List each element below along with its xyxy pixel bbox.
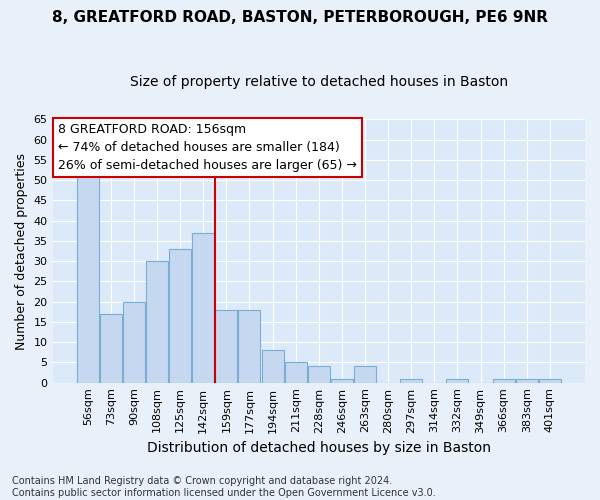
Bar (123, 302, 145, 382)
Bar (100, 314, 122, 382)
Bar (331, 378, 353, 382)
Bar (516, 378, 538, 382)
Y-axis label: Number of detached properties: Number of detached properties (15, 152, 28, 350)
Bar (77, 176, 98, 382)
Bar (308, 366, 330, 382)
Bar (146, 261, 168, 382)
Bar (354, 366, 376, 382)
Bar (238, 310, 260, 382)
Text: Contains HM Land Registry data © Crown copyright and database right 2024.
Contai: Contains HM Land Registry data © Crown c… (12, 476, 436, 498)
Bar (169, 249, 191, 382)
Bar (539, 378, 561, 382)
Bar (400, 378, 422, 382)
Bar (284, 362, 307, 382)
Title: Size of property relative to detached houses in Baston: Size of property relative to detached ho… (130, 75, 508, 89)
Text: 8, GREATFORD ROAD, BASTON, PETERBOROUGH, PE6 9NR: 8, GREATFORD ROAD, BASTON, PETERBOROUGH,… (52, 10, 548, 25)
Bar (215, 310, 238, 382)
Bar (493, 378, 515, 382)
Bar (446, 378, 469, 382)
Text: 8 GREATFORD ROAD: 156sqm
← 74% of detached houses are smaller (184)
26% of semi-: 8 GREATFORD ROAD: 156sqm ← 74% of detach… (58, 124, 357, 172)
Bar (262, 350, 284, 382)
Bar (192, 233, 214, 382)
X-axis label: Distribution of detached houses by size in Baston: Distribution of detached houses by size … (147, 441, 491, 455)
